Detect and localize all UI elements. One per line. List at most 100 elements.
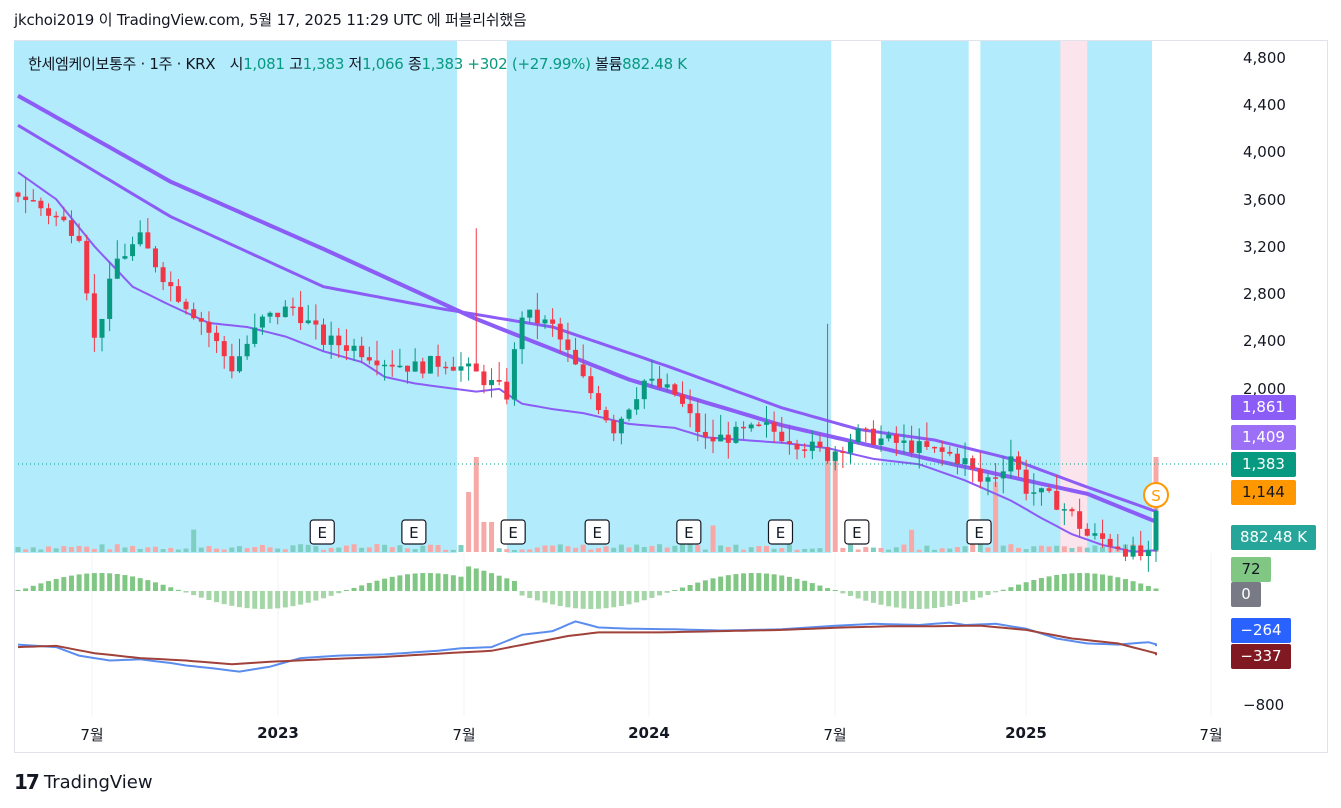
volume-bar: [1023, 549, 1029, 552]
volume-bar: [137, 548, 143, 552]
candle-body: [985, 477, 991, 482]
volume-bar: [504, 549, 510, 552]
oscillator-bar: [855, 591, 861, 599]
volume-bar: [298, 544, 304, 552]
volume-bar: [435, 545, 441, 552]
candle-body: [1069, 509, 1075, 512]
candle-body: [389, 364, 395, 367]
candle-body: [557, 323, 563, 340]
candle-body: [832, 451, 838, 461]
volume-bar: [214, 548, 220, 552]
oscillator-bar: [137, 578, 143, 591]
session-gap: [831, 41, 882, 553]
candle-body: [137, 232, 143, 245]
candle-body: [1016, 456, 1022, 470]
oscillator-bar: [641, 591, 647, 601]
oscillator-bar: [932, 591, 938, 609]
volume-bar: [267, 547, 273, 552]
candle-body: [1122, 548, 1128, 557]
candle-body: [267, 312, 273, 317]
candle-body: [236, 356, 242, 372]
oscillator-bar: [382, 578, 388, 591]
oscillator-bar: [809, 583, 815, 591]
volume-bar: [977, 544, 983, 552]
low-label: 저: [348, 55, 363, 73]
candle-body: [626, 409, 632, 419]
volume-bar: [23, 549, 29, 552]
candle-body: [458, 366, 464, 371]
oscillator-bar: [1115, 577, 1121, 591]
oscillator-bar: [328, 591, 334, 596]
change-value: +302 (+27.99%): [467, 55, 591, 73]
candle-body: [244, 343, 250, 357]
candle-body: [336, 335, 342, 346]
volume-bar: [580, 544, 586, 552]
oscillator-bar: [214, 591, 220, 603]
volume-bar: [863, 547, 869, 552]
volume-bar: [1077, 546, 1083, 552]
candle-body: [939, 447, 945, 452]
volume-bar: [924, 545, 930, 552]
oscillator-bar: [68, 575, 74, 591]
volume-bar: [405, 548, 411, 552]
candle-body: [443, 366, 449, 369]
volume-bar: [916, 549, 922, 552]
oscillator-bar: [504, 578, 510, 591]
volume-bar: [771, 548, 777, 552]
candle-body: [68, 220, 74, 236]
oscillator-bar: [313, 591, 319, 601]
candle-body: [435, 355, 441, 367]
oscillator-bar: [710, 578, 716, 591]
candle-body: [382, 364, 388, 367]
oscillator-bar: [511, 580, 517, 591]
oscillator-bar: [542, 591, 548, 603]
oscillator-bar: [1008, 587, 1014, 591]
oscillator-bar: [626, 591, 632, 605]
candle-body: [741, 426, 747, 429]
symbol-label[interactable]: 한세엠케이보통주 · 1주 · KRX: [28, 55, 216, 73]
oscillator-bar: [557, 591, 563, 607]
volume-bar: [909, 529, 915, 552]
volume-bar: [550, 545, 556, 552]
oscillator-bar: [534, 591, 540, 601]
volume-bar: [221, 549, 227, 552]
candle-body: [252, 327, 258, 344]
volume-bar: [321, 549, 327, 552]
candle-body: [427, 355, 433, 374]
candle-body: [473, 363, 479, 372]
candle-body: [511, 349, 517, 400]
tradingview-wordmark: TradingView: [43, 771, 153, 793]
volume-bar: [206, 546, 212, 552]
volume-bar: [15, 547, 21, 552]
volume-bar: [236, 546, 242, 552]
candle-body: [359, 345, 365, 358]
signal-line: [17, 624, 1157, 666]
volume-bar: [450, 549, 456, 552]
open-value: 1,081: [243, 55, 285, 73]
oscillator-bar: [748, 573, 754, 591]
earnings-marker: [500, 519, 526, 545]
volume-bar: [343, 545, 349, 552]
candle-body: [1077, 511, 1083, 529]
volume-bar: [565, 546, 571, 552]
volume-bar: [160, 549, 166, 552]
volume-bar: [649, 545, 655, 552]
oscillator-bar: [763, 573, 769, 591]
earnings-marker: [309, 519, 335, 545]
candle-body: [817, 441, 823, 448]
oscillator-bar: [91, 573, 97, 591]
volume-bar: [1100, 546, 1106, 552]
oscillator-bar: [420, 573, 426, 591]
candle-body: [657, 378, 663, 388]
volume-bar: [259, 544, 265, 552]
volume-bar: [84, 546, 90, 552]
volume-bar: [489, 522, 495, 552]
oscillator-bar: [725, 575, 731, 591]
oscillator-bar: [550, 591, 556, 605]
x-tick-jul-2024: 7월: [823, 726, 847, 744]
oscillator-bar: [15, 590, 21, 591]
volume-bar: [718, 545, 724, 552]
volume-bar: [825, 452, 831, 552]
high-label: 고: [289, 55, 303, 73]
